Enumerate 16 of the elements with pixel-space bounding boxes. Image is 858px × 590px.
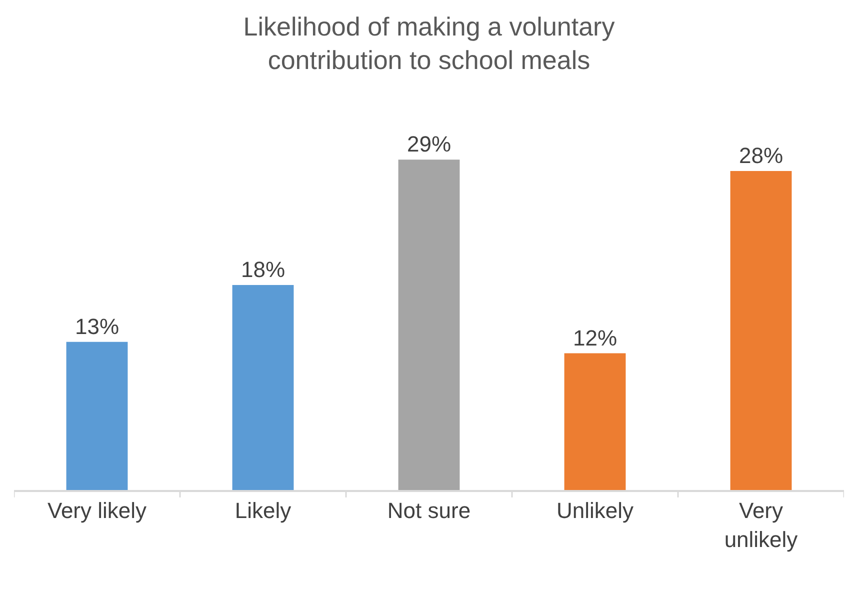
x-tick-label: Very unlikely <box>724 498 798 552</box>
data-label: 29% <box>406 132 452 157</box>
bar <box>66 342 128 490</box>
x-tick-label: Not sure <box>387 498 471 524</box>
bar <box>232 284 294 490</box>
chart-title: Likelihood of making a voluntary contribution to school meals <box>243 11 615 76</box>
bar <box>398 160 460 490</box>
data-label: 28% <box>738 143 784 168</box>
bar <box>730 171 792 490</box>
bar <box>564 353 626 490</box>
x-tick-label: Very likely <box>47 498 147 524</box>
data-label: 18% <box>240 256 286 282</box>
data-label: 12% <box>572 325 618 350</box>
x-tick-label: Likely <box>234 498 292 524</box>
data-label: 13% <box>74 314 120 339</box>
x-tick-label: Unlikely <box>556 498 634 524</box>
